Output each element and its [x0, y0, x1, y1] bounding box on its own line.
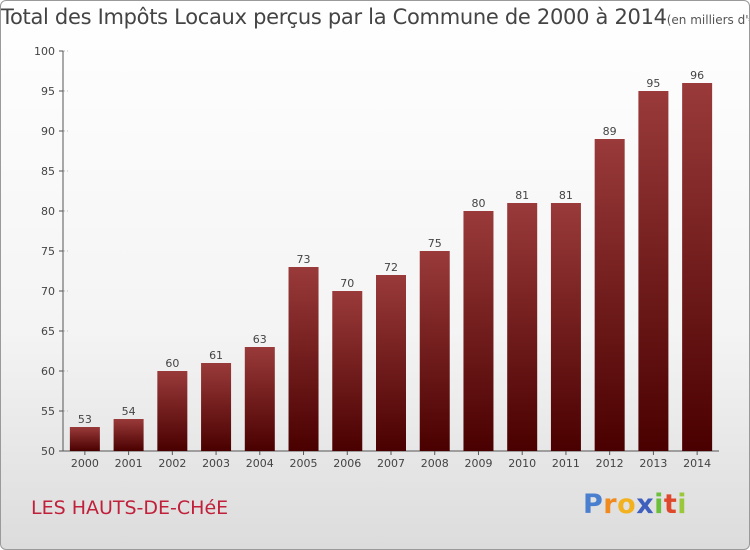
data-label: 96 [690, 69, 704, 82]
logo-letter: P [583, 489, 604, 520]
y-tick-label: 55 [41, 405, 55, 418]
bar [594, 139, 625, 451]
data-label: 61 [209, 349, 223, 362]
x-tick-label: 2004 [246, 457, 274, 470]
data-label: 81 [559, 189, 573, 202]
bar [507, 203, 538, 451]
logo-letter: i [654, 489, 664, 520]
x-tick-label: 2007 [377, 457, 405, 470]
y-tick-label: 60 [41, 365, 55, 378]
bar [638, 91, 669, 451]
bar [288, 267, 319, 451]
logo-letter: t [663, 489, 678, 520]
y-tick-label: 80 [41, 205, 55, 218]
x-tick-label: 2014 [683, 457, 711, 470]
y-tick-label: 90 [41, 125, 55, 138]
data-label: 54 [122, 405, 136, 418]
x-tick-label: 2011 [552, 457, 580, 470]
y-tick-label: 65 [41, 325, 55, 338]
y-tick-label: 85 [41, 165, 55, 178]
chart-title-main: Total des Impôts Locaux perçus par la Co… [1, 5, 667, 29]
x-tick-label: 2003 [202, 457, 230, 470]
bar [157, 371, 188, 451]
chart-title-unit: (en milliers d'€) [666, 13, 749, 27]
chart-title: Total des Impôts Locaux perçus par la Co… [1, 5, 749, 29]
x-tick-label: 2001 [115, 457, 143, 470]
logo-letter: i [677, 489, 688, 520]
x-tick-label: 2009 [464, 457, 492, 470]
x-tick-label: 2000 [71, 457, 99, 470]
x-tick-label: 2002 [158, 457, 186, 470]
bar [332, 291, 363, 451]
commune-name: LES HAUTS-DE-CHéE [31, 497, 229, 519]
data-label: 70 [340, 277, 354, 290]
x-tick-label: 2013 [639, 457, 667, 470]
bar [550, 203, 581, 451]
data-label: 75 [428, 237, 442, 250]
data-label: 60 [165, 357, 179, 370]
y-tick-label: 100 [34, 45, 55, 58]
y-tick-label: 70 [41, 285, 55, 298]
bar [376, 275, 406, 451]
data-label: 72 [384, 261, 398, 274]
bar [419, 251, 450, 451]
y-tick-label: 75 [41, 245, 55, 258]
bar [69, 427, 100, 451]
x-tick-label: 2012 [596, 457, 624, 470]
logo-letter: r [603, 489, 618, 520]
logo-letter: x [636, 489, 655, 520]
x-tick-label: 2008 [421, 457, 449, 470]
x-tick-label: 2006 [333, 457, 361, 470]
data-label: 73 [297, 253, 311, 266]
bar [463, 211, 494, 451]
bar [113, 419, 144, 451]
bar [244, 347, 275, 451]
logo-letter: o [617, 489, 637, 520]
data-label: 53 [78, 413, 92, 426]
x-tick-label: 2010 [508, 457, 536, 470]
data-label: 63 [253, 333, 267, 346]
y-tick-label: 50 [41, 445, 55, 458]
data-label: 80 [471, 197, 485, 210]
y-tick-label: 95 [41, 85, 55, 98]
proxiti-logo[interactable]: Proxiti [583, 489, 687, 520]
bar [682, 83, 713, 451]
data-label: 95 [646, 77, 660, 90]
data-label: 81 [515, 189, 529, 202]
x-tick-label: 2005 [290, 457, 318, 470]
bar [201, 363, 232, 451]
data-label: 89 [603, 125, 617, 138]
